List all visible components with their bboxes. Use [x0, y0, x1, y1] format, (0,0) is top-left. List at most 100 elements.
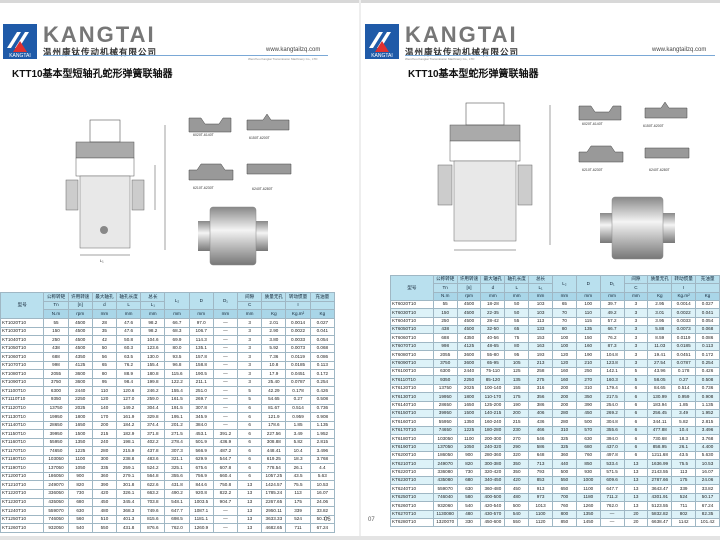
table-cell: 130.99	[647, 392, 673, 402]
table-cell: 278.4	[164, 437, 190, 448]
grid-clip-drawings	[578, 101, 690, 163]
table-cell: 28650	[43, 420, 69, 431]
cell-model: KT6020T10	[390, 299, 434, 310]
table-cell: 540	[456, 501, 482, 511]
table-cell: 75.5	[671, 459, 697, 469]
table-cell: 304.4	[140, 403, 166, 414]
table-cell: 249070	[432, 459, 458, 469]
table-cell: 3750	[43, 377, 69, 388]
table-cell: 680	[575, 442, 601, 452]
col-header-name: 总长	[140, 292, 166, 302]
table-cell: 10.4	[285, 446, 311, 456]
table-cell: 135	[504, 375, 530, 385]
table-row: KT6230T10 435080 680 340-450 420 853 550 1000 60…	[390, 476, 720, 486]
table-cell: 436.9	[212, 437, 239, 448]
table-cell: 490.2	[164, 489, 190, 499]
table-cell: 1050	[456, 442, 482, 452]
table-cell: 4350	[456, 333, 482, 343]
table-cell: 49.2	[599, 308, 625, 318]
table-cell: 160	[575, 341, 601, 352]
table-cell: 182.9	[116, 429, 142, 439]
table-row: KT1100T10 6300 2440 110 120.6 246.2 155.4 251.0…	[0, 386, 336, 396]
table-cell: 6	[237, 463, 263, 473]
table-cell: 500	[575, 417, 601, 427]
table-cell: 157.8	[188, 352, 214, 362]
table-cell: 406	[528, 408, 553, 419]
table-cell: 904.7	[212, 497, 239, 508]
col-header-name: 公称转矩	[43, 292, 69, 302]
table-cell: 487.2	[212, 446, 239, 456]
table-row: KT6090T10 3750 3600 65-95 105 213 120 210 123.8 3…	[390, 358, 720, 369]
cell-model: KT6180T10	[390, 434, 434, 444]
website-url[interactable]: www.kangtailzq.com	[266, 47, 321, 53]
table-cell: 316	[528, 383, 553, 394]
col-header-name: 最大轴孔	[91, 292, 118, 302]
table-cell: 0.959	[285, 412, 311, 422]
company-english: Wenzhou Kangtai Transmission Machinery C…	[248, 57, 318, 61]
table-cell: 321.1	[164, 454, 190, 465]
table-cell: 0.736	[309, 403, 336, 414]
cell-model: KT1240T10	[0, 506, 45, 516]
table-cell: 3750	[432, 358, 458, 369]
table-cell: 249070	[43, 480, 69, 490]
table-row: KT1130T10 19950 1800 170 161.9 329.8 195.1 345.…	[0, 412, 336, 422]
table-cell: 1.85	[285, 420, 311, 431]
table-row: KT6130T10 19950 1800 110-170 175 356 200 350 217…	[390, 392, 720, 402]
table-cell: 1142	[671, 518, 697, 528]
table-cell: 13	[237, 480, 263, 490]
table-cell: 5832.82	[647, 509, 673, 520]
table-cell: 10.53	[309, 480, 336, 490]
brand-name: KANGTAI	[405, 22, 518, 47]
table-cell: 120	[551, 350, 577, 360]
table-cell: 4500	[67, 335, 93, 345]
clip-range-label: 6240T-6280T	[252, 187, 273, 191]
table-cell: 355.6	[599, 425, 625, 436]
col-header-symbol: L₁	[140, 300, 166, 311]
cell-model: KT1260T10	[0, 523, 45, 533]
table-row: KT6040T10 250 4500 28-42 55 113 70 115 57.2 3 3.95…	[390, 316, 720, 327]
table-row: KT6100T10 6300 2440 75-110 125 258 160 250 142.1…	[390, 366, 720, 377]
table-cell: 4.4	[309, 463, 336, 473]
table-row: KT1030T10 150 4500 35 47.6 98.2 68.3 106.7—3 2.9…	[0, 326, 336, 337]
table-cell: 3.768	[309, 454, 336, 465]
table-row: KT6170T10 74650 1225 180-280 230 466 310 570 355…	[390, 425, 720, 436]
table-row: KT6080T10 2055 3600 55-80 95 193 120 190 104.8 3 1…	[390, 350, 720, 360]
table-cell: —	[212, 360, 239, 371]
table-cell: 820	[456, 459, 482, 469]
cell-model: KT1060T10	[0, 352, 45, 362]
table-cell: 270	[504, 434, 530, 444]
table-cell: 336080	[432, 467, 458, 478]
table-cell: 42.29	[261, 386, 287, 396]
table-cell: 438	[43, 343, 69, 354]
table-cell: —	[599, 518, 625, 528]
table-cell: 1180	[575, 492, 601, 503]
table-row: KT1260T10 932050 540 550 431.8 876.6 762.0 1260…	[0, 523, 336, 533]
table-cell: 198.1	[116, 437, 142, 448]
col-header-unit: mm	[91, 309, 118, 320]
table-cell: 0.508	[695, 375, 720, 385]
table-cell: 39.7	[599, 299, 625, 310]
table-cell: 440	[551, 459, 577, 469]
table-cell: 43.5	[671, 450, 697, 461]
table-cell: 0.027	[695, 299, 720, 310]
table-cell: 20	[623, 509, 649, 520]
table-cell: 13	[237, 514, 263, 525]
table-cell: 711	[671, 501, 697, 511]
table-cell: 250	[432, 316, 458, 327]
table-cell: 98.4	[116, 377, 142, 388]
cell-model: KT6060T10	[390, 333, 434, 343]
table-cell: 43.5	[285, 471, 311, 482]
table-cell: 55950	[43, 437, 69, 448]
table-cell: 279.1	[116, 471, 142, 482]
table-row: KT1230T10 435050 680 450 345.4 703.8 548.1 1003…	[0, 497, 336, 508]
table-cell: 8.59	[647, 333, 673, 343]
table-cell: 307.8	[188, 403, 214, 414]
table-cell: 647.7	[599, 484, 625, 494]
table-cell: 10.8	[261, 360, 287, 371]
table-cell: 160	[551, 375, 577, 385]
table-cell: 190.5	[188, 369, 214, 379]
website-url[interactable]: www.kangtailzq.com	[652, 47, 707, 53]
table-cell: 170	[91, 412, 118, 422]
table-cell: 304.8	[599, 417, 625, 427]
table-cell: 13	[623, 459, 649, 469]
